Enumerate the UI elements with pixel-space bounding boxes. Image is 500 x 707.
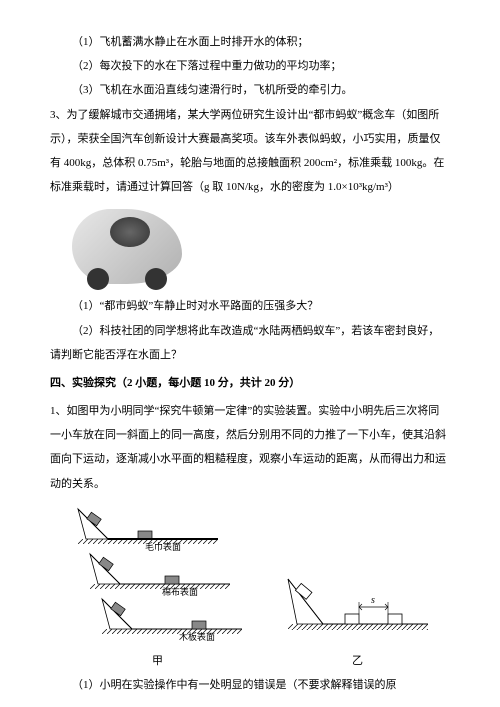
q-power: （2）每次投下的水在下落过程中重力做功的平均功率；	[50, 54, 450, 78]
diagram-right: s 乙	[283, 569, 433, 673]
problem3-q1: （1）“都市蚂蚁”车静止时对水平路面的压强多大？	[50, 294, 450, 318]
svg-text:s: s	[371, 595, 375, 606]
diagram-left: 毛巾表面 棉布表面 木板表面	[68, 504, 248, 673]
section4-q1: （1）小明在实验操作中有一处明显的错误是（不要求解释错误的原	[50, 673, 450, 697]
surface3-label: 木板表面	[178, 631, 214, 642]
surface1-label: 毛巾表面	[144, 541, 180, 552]
section4-title: 四、实验探究（2 小题，每小题 10 分，共计 20 分）	[50, 371, 450, 395]
car-window	[110, 217, 150, 247]
problem3-q2: （2）科技社团的同学想将此车改造成“水陆两栖蚂蚁车”，若该车密封良好，请判断它能…	[50, 319, 450, 367]
problem3-text: 3、为了缓解城市交通拥堵，某大学两位研究生设计出“都市蚂蚁”概念车（如图所示），…	[50, 103, 450, 200]
caption-right: 乙	[283, 649, 433, 673]
diagram-row: 毛巾表面 棉布表面 木板表面	[50, 504, 450, 673]
surface2-label: 棉布表面	[161, 586, 197, 597]
caption-left: 甲	[68, 649, 248, 673]
q-force: （3）飞机在水面沿直线匀速滑行时，飞机所受的牵引力。	[50, 78, 450, 102]
page: （1）飞机蓄满水静止在水面上时排开水的体积； （2）每次投下的水在下落过程中重力…	[0, 0, 500, 707]
section4-p1: 1、如图甲为小明同学“探究牛顿第一定律”的实验装置。实验中小明先后三次将同一小车…	[50, 399, 450, 496]
q-volume: （1）飞机蓄满水静止在水面上时排开水的体积；	[50, 30, 450, 54]
ant-car-image	[72, 209, 182, 284]
